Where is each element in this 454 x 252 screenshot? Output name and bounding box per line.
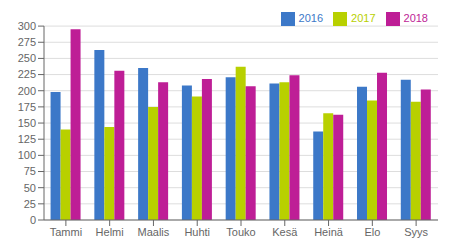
svg-text:Elo: Elo: [364, 226, 380, 238]
svg-text:Heinä: Heinä: [314, 226, 344, 238]
svg-text:Huhti: Huhti: [184, 226, 210, 238]
svg-text:275: 275: [18, 36, 36, 48]
svg-text:Touko: Touko: [226, 226, 255, 238]
svg-text:225: 225: [18, 68, 36, 80]
svg-text:0: 0: [30, 214, 36, 226]
html-text:2018: 2018: [403, 12, 428, 24]
svg-text:Syys: Syys: [404, 226, 428, 238]
svg-text:250: 250: [18, 52, 36, 64]
svg-text:100: 100: [18, 149, 36, 161]
svg-text:200: 200: [18, 85, 36, 97]
svg-text:Kesä: Kesä: [272, 226, 298, 238]
svg-text:125: 125: [18, 133, 36, 145]
svg-text:25: 25: [24, 198, 36, 210]
svg-text:75: 75: [24, 165, 36, 177]
svg-text:175: 175: [18, 101, 36, 113]
html-text:2017: 2017: [351, 12, 376, 24]
html-text:2016: 2016: [298, 12, 323, 24]
svg-text:Maalis: Maalis: [138, 226, 170, 238]
svg-text:50: 50: [24, 182, 36, 194]
svg-text:Tammi: Tammi: [50, 226, 82, 238]
svg-text:300: 300: [18, 20, 36, 32]
svg-text:150: 150: [18, 117, 36, 129]
svg-text:Helmi: Helmi: [96, 226, 124, 238]
